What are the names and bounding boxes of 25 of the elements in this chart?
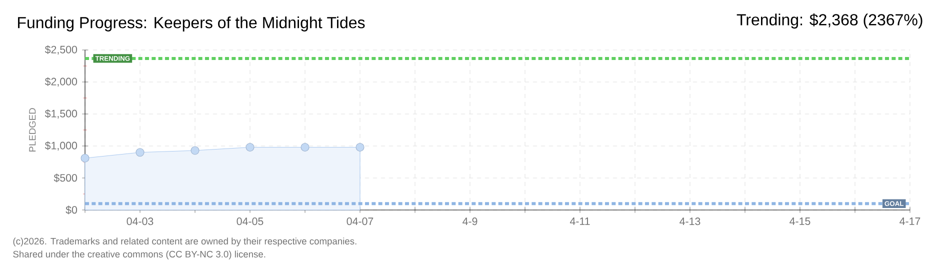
x-tick-label: 4-15 [790,218,810,225]
chart-title: Funding Progress: Keepers of the Midnight Tides [18,16,365,32]
y-axis-title: PLEDGED [29,108,36,152]
x-tick-label: 4-9 [462,218,478,226]
point [80,154,90,162]
point [190,146,200,155]
x-tick-label: 04-07 [346,218,374,226]
point [246,143,254,152]
text: (c)2026. Trademarks and related content are owned by their respective companies. [13,238,356,246]
y-tick-label: $1,500 [44,109,78,119]
chart-subtitle: Trending: $2,368 (2367%) [736,13,922,29]
x-tick-label: 4-17 [900,218,920,225]
y-tick-label: $2,500 [44,45,78,55]
y-tick-label: $0 [66,206,78,214]
x-tick-label: 04-05 [236,218,264,226]
y-tick-label: $500 [54,174,78,182]
y-tick-label: $2,000 [44,77,78,87]
x-tick-label: 04-03 [126,218,154,226]
point [356,143,364,152]
text: Shared under the creative commons (CC BY-NC 3.0) license. [13,250,266,260]
x-tick-label: 4-13 [680,218,700,226]
point [136,148,144,157]
y-tick-label: $1,000 [44,141,78,151]
x-tick-label: 4-11 [570,218,590,225]
point [300,143,310,152]
